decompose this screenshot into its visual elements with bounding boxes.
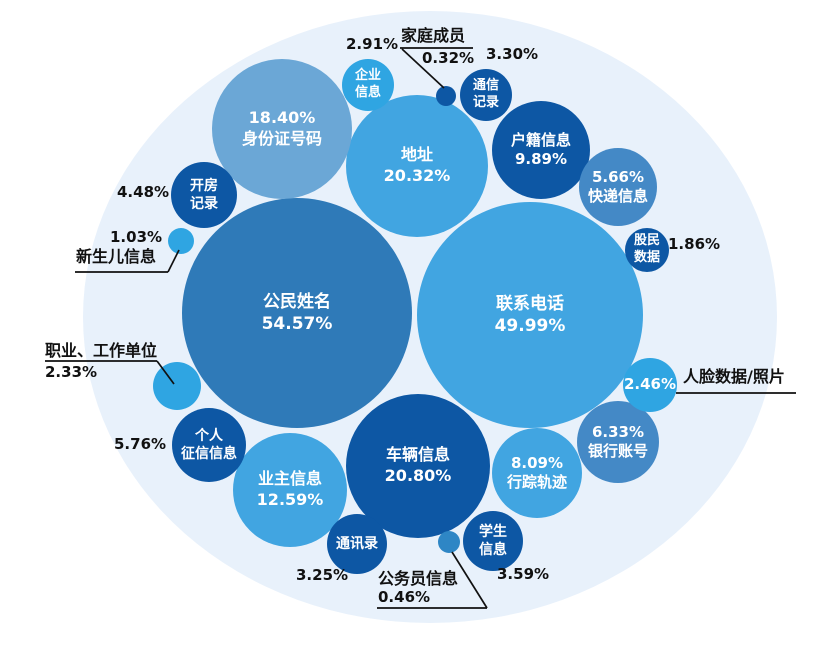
bubble-label-address: 地址 20.32%	[383, 145, 451, 185]
bubble-label-contact-phone: 联系电话 49.99%	[494, 293, 566, 336]
bubble-label-household-register: 户籍信息 9.89%	[510, 130, 571, 169]
pct-personal-credit: 5.76%	[114, 435, 167, 453]
bubble-newborn-info	[168, 228, 194, 254]
bubble-label-comm-records: 通信 记录	[472, 78, 499, 110]
bubble-owner-info: 业主信息 12.59%	[233, 433, 347, 547]
bubble-civil-servant	[438, 531, 460, 553]
pct-family-member: 0.32%	[422, 49, 475, 67]
face-data-label: 人脸数据/照片	[683, 367, 785, 386]
pct-student-info: 3.59%	[497, 565, 550, 583]
bubble-citizen-name: 公民姓名 54.57%	[182, 198, 412, 428]
bubble-family-member	[436, 86, 456, 106]
bubble-vehicle-info: 车辆信息 20.80%	[346, 394, 490, 538]
bubble-label-id-card-number: 18.40% 身份证号码	[241, 108, 322, 148]
pct-hotel-records: 4.48%	[117, 183, 170, 201]
bubble-enterprise-info: 企业 信息	[342, 59, 394, 111]
pct-enterprise-info: 2.91%	[346, 35, 399, 53]
bubble-label-student-info: 学生 信息	[479, 523, 507, 558]
pct-contacts-book: 3.25%	[296, 566, 349, 584]
bubble-stock-data: 股民 数据	[625, 228, 669, 272]
bubble-student-info: 学生 信息	[463, 511, 523, 571]
pct-stock-data: 1.86%	[668, 235, 721, 253]
occupation-label: 职业、工作单位	[45, 341, 158, 360]
bubble-occupation	[153, 362, 201, 410]
bubble-contact-phone: 联系电话 49.99%	[417, 202, 643, 428]
pct-comm-records: 3.30%	[486, 45, 539, 63]
bubble-label-express-info: 5.66% 快递信息	[587, 167, 648, 206]
bubble-contacts-book: 通讯录	[327, 514, 387, 574]
family-member-label: 家庭成员	[401, 26, 466, 45]
bubble-label-face-data: 2.46%	[623, 375, 677, 394]
bubble-hotel-records: 开房 记录	[171, 162, 237, 228]
bubble-label-owner-info: 业主信息 12.59%	[256, 469, 324, 509]
bubble-movement-track: 8.09% 行踪轨迹	[492, 428, 582, 518]
bubble-express-info: 5.66% 快递信息	[579, 148, 657, 226]
bubble-label-enterprise-info: 企业 信息	[354, 68, 381, 100]
bubble-label-contacts-book: 通讯录	[336, 535, 378, 552]
pct-occupation: 2.33%	[45, 363, 98, 381]
bubble-personal-credit: 个人 征信信息	[172, 408, 246, 482]
bubble-household-register: 户籍信息 9.89%	[492, 101, 590, 199]
bubble-label-hotel-records: 开房 记录	[190, 177, 218, 212]
bubble-comm-records: 通信 记录	[460, 69, 512, 121]
bubble-label-vehicle-info: 车辆信息 20.80%	[384, 445, 452, 485]
pct-civil-servant: 0.46%	[378, 588, 431, 606]
bubble-bank-account: 6.33% 银行账号	[577, 401, 659, 483]
bubble-label-movement-track: 8.09% 行踪轨迹	[506, 453, 567, 492]
civil-servant-label: 公务员信息	[378, 569, 459, 588]
bubble-label-personal-credit: 个人 征信信息	[181, 427, 237, 462]
pct-newborn-info: 1.03%	[110, 228, 163, 246]
bubble-label-bank-account: 6.33% 银行账号	[587, 422, 648, 461]
bubble-address: 地址 20.32%	[346, 95, 488, 237]
bubble-label-citizen-name: 公民姓名 54.57%	[261, 291, 333, 334]
newborn-info-label: 新生儿信息	[76, 247, 157, 266]
bubble-id-card-number: 18.40% 身份证号码	[212, 59, 352, 199]
bubble-label-stock-data: 股民 数据	[633, 233, 660, 265]
bubble-face-data: 2.46%	[623, 358, 677, 412]
